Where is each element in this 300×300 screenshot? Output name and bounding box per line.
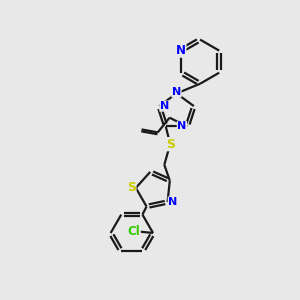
Text: N: N: [160, 101, 169, 111]
Text: S: S: [127, 182, 136, 194]
Text: Cl: Cl: [128, 225, 140, 238]
Text: N: N: [168, 197, 178, 207]
Text: N: N: [172, 87, 181, 97]
Text: N: N: [176, 44, 186, 57]
Text: S: S: [166, 138, 175, 151]
Text: N: N: [177, 122, 187, 131]
